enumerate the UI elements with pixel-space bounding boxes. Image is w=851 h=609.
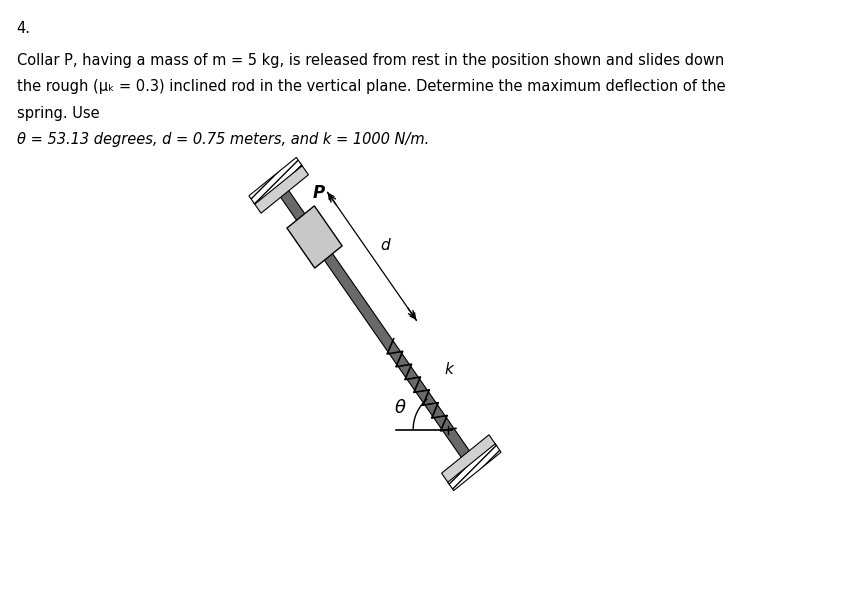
- Polygon shape: [249, 157, 302, 204]
- Polygon shape: [287, 206, 342, 268]
- Text: spring. Use: spring. Use: [17, 106, 100, 121]
- Text: Collar P, having a mass of m = 5 kg, is released from rest in the position shown: Collar P, having a mass of m = 5 kg, is …: [17, 53, 724, 68]
- Text: θ = 53.13 degrees, d = 0.75 meters, and k = 1000 N/m.: θ = 53.13 degrees, d = 0.75 meters, and …: [17, 132, 429, 147]
- Polygon shape: [253, 163, 308, 213]
- Text: k: k: [444, 362, 454, 378]
- Text: the rough (μₖ = 0.3) inclined rod in the vertical plane. Determine the maximum d: the rough (μₖ = 0.3) inclined rod in the…: [17, 79, 725, 94]
- Polygon shape: [277, 185, 473, 463]
- Text: P: P: [313, 184, 325, 202]
- Text: d: d: [380, 238, 390, 253]
- Text: 4.: 4.: [17, 21, 31, 36]
- Polygon shape: [442, 435, 497, 485]
- Polygon shape: [448, 444, 501, 491]
- Text: $\theta$: $\theta$: [394, 399, 407, 417]
